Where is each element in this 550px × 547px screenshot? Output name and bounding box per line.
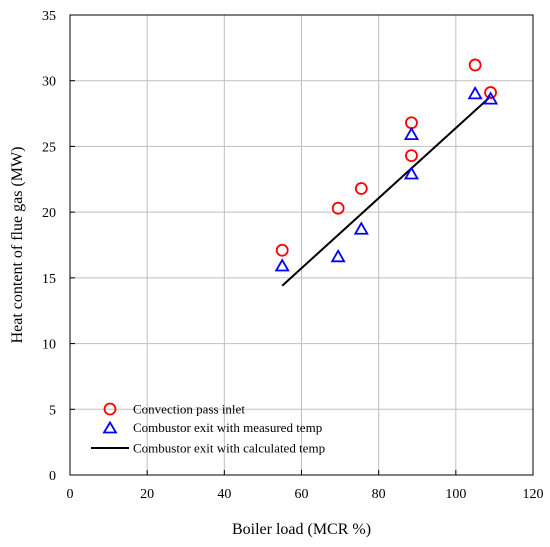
legend-label-convection: Convection pass inlet: [133, 402, 245, 417]
x-tick-label: 20: [140, 487, 154, 502]
axes: 0 20 40 60 80 100 120 0 5 10 15 20 25 30 35: [42, 9, 544, 502]
series-line-calculated: [281, 95, 492, 287]
point-measured: [353, 221, 369, 235]
legend-label-measured: Combustor exit with measured temp: [133, 420, 322, 435]
y-tick-label: 0: [49, 469, 56, 484]
x-tick-label: 100: [445, 487, 466, 502]
point-convection: [484, 86, 497, 99]
point-measured: [467, 86, 483, 100]
y-axis-title: Heat content of flue gas (MW): [9, 147, 26, 344]
point-measured: [274, 258, 290, 272]
y-tick-label: 30: [42, 75, 56, 90]
point-convection: [405, 149, 418, 163]
x-tick-label: 60: [295, 487, 309, 502]
x-tick-label: 40: [217, 487, 231, 502]
y-tick-label: 20: [42, 206, 56, 221]
legend-marker-measured: [102, 420, 118, 434]
point-measured: [403, 166, 420, 180]
x-tick-label: 120: [523, 487, 544, 502]
point-convection: [354, 182, 368, 195]
point-measured: [403, 126, 420, 141]
point-convection: [331, 201, 345, 215]
x-tick-label: 80: [372, 487, 386, 502]
y-tick-label: 5: [49, 403, 56, 418]
legend-marker-convection: [103, 402, 117, 416]
marks: [274, 58, 499, 287]
grid: [70, 15, 533, 475]
x-tick-label: 0: [67, 487, 74, 502]
legend: Convection pass inlet Combustor exit wit…: [91, 402, 325, 456]
y-tick-label: 10: [42, 338, 56, 353]
point-measured: [483, 91, 499, 105]
point-convection: [275, 243, 289, 257]
y-tick-label: 35: [42, 9, 56, 24]
y-tick-label: 15: [42, 272, 56, 287]
legend-label-calculated: Combustor exit with calculated temp: [133, 441, 325, 456]
point-measured: [330, 249, 346, 263]
point-convection: [468, 58, 482, 72]
x-axis-title: Boiler load (MCR %): [232, 521, 371, 538]
y-tick-label: 25: [42, 140, 56, 155]
